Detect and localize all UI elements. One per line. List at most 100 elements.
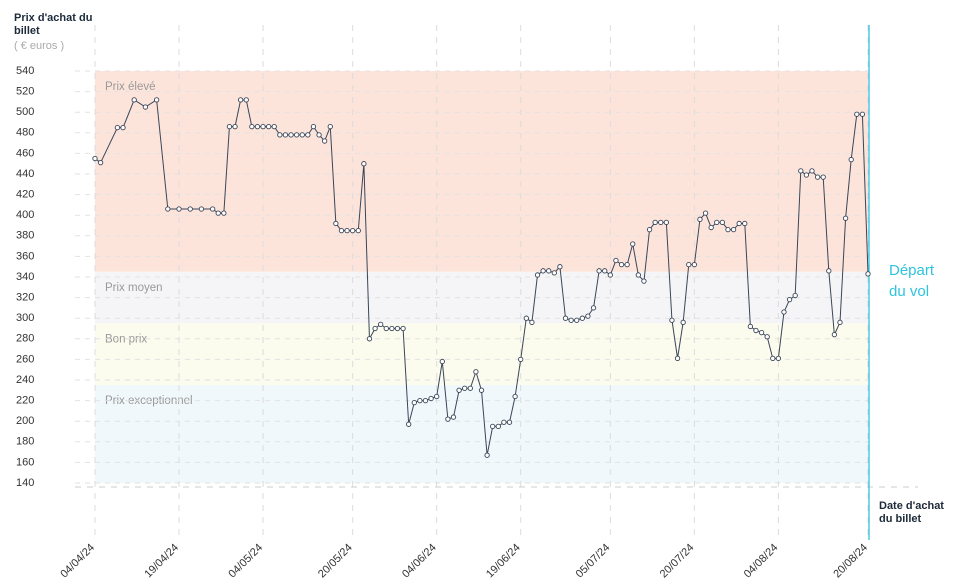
y-tick-label: 460 [16, 147, 34, 159]
price-point [781, 309, 787, 315]
price-point [674, 355, 681, 362]
price-point [607, 272, 613, 278]
price-point [209, 206, 216, 212]
price-point [551, 270, 557, 276]
price-point [226, 123, 233, 130]
price-point [422, 397, 429, 404]
price-point [557, 264, 563, 270]
y-tick-label: 160 [16, 456, 34, 468]
price-point [333, 220, 339, 227]
y-tick-label: 360 [16, 250, 34, 262]
price-point [484, 452, 490, 458]
price-point [249, 123, 255, 130]
price-point [389, 325, 395, 332]
price-point [501, 419, 507, 425]
price-point [686, 261, 692, 268]
price-point [428, 395, 434, 402]
price-point [400, 325, 406, 332]
price-point [372, 325, 378, 332]
price-point [92, 155, 98, 162]
price-point [736, 220, 742, 227]
price-point [394, 325, 401, 332]
price-point [495, 423, 501, 429]
price-point [652, 219, 658, 226]
y-tick-label: 200 [16, 415, 34, 427]
price-point [792, 292, 798, 299]
y-tick-label: 340 [16, 271, 34, 283]
price-point [215, 210, 221, 216]
price-point [310, 123, 317, 130]
price-point [764, 334, 770, 340]
price-point [294, 132, 300, 138]
price-point [411, 400, 417, 406]
price-point [153, 97, 160, 103]
y-tick-label: 140 [16, 477, 34, 489]
price-point [478, 387, 485, 393]
x-title: Date d'achat du billet [879, 500, 944, 525]
x-tick-label: 20/07/24 [658, 542, 697, 581]
price-point [260, 123, 266, 130]
price-point [562, 315, 569, 321]
price-point [467, 385, 473, 391]
price-point [641, 278, 647, 284]
price-point [114, 125, 121, 131]
price-point [826, 268, 832, 274]
price-point [842, 215, 849, 221]
y-tick-label: 320 [16, 292, 34, 304]
price-point [445, 416, 451, 422]
price-point [316, 132, 322, 138]
price-point [383, 325, 389, 332]
price-point [574, 317, 580, 323]
price-point [97, 160, 104, 166]
price-point [770, 355, 776, 362]
price-point [176, 206, 182, 212]
x-tick-label: 04/05/24 [226, 542, 265, 581]
price-point [322, 138, 328, 144]
price-point [618, 261, 625, 268]
y-tick-label: 440 [16, 168, 34, 180]
price-point [305, 132, 311, 138]
y-tick-label: 240 [16, 374, 34, 386]
y-tick-label: 380 [16, 230, 34, 242]
y-tick-label: 540 [16, 65, 34, 77]
price-point [271, 123, 277, 130]
price-point [809, 168, 815, 174]
price-point [753, 327, 759, 334]
y-tick-label: 500 [16, 106, 34, 118]
y-tick-label: 300 [16, 312, 34, 324]
price-point [585, 313, 591, 319]
price-band [95, 323, 868, 386]
x-tick-label: 20/05/24 [316, 542, 355, 581]
price-point [512, 393, 518, 400]
price-point [518, 356, 524, 363]
price-point [462, 385, 468, 391]
price-point [579, 315, 585, 321]
price-point [473, 369, 479, 375]
price-point [378, 321, 384, 328]
band-label: Prix moyen [105, 282, 163, 294]
price-point [350, 227, 356, 234]
price-point [232, 123, 238, 130]
price-point [680, 319, 686, 325]
price-point [450, 414, 457, 420]
price-point [277, 132, 283, 138]
price-point [338, 227, 345, 234]
price-point [646, 226, 653, 233]
x-tick-label: 20/08/24 [831, 542, 870, 581]
y-tick-label: 260 [16, 353, 34, 365]
price-point [417, 397, 423, 404]
y-tick-label: 400 [16, 209, 34, 221]
price-point [658, 219, 664, 226]
price-point [854, 111, 860, 117]
price-band [95, 271, 868, 324]
departure-label: Départ du vol [889, 262, 935, 300]
y-tick-label: 480 [16, 127, 34, 139]
price-point [742, 220, 748, 227]
y-tick-label: 420 [16, 189, 34, 201]
band-label: Prix élevé [105, 81, 156, 93]
price-point [865, 271, 871, 277]
price-point [165, 206, 171, 212]
price-point [786, 297, 793, 303]
